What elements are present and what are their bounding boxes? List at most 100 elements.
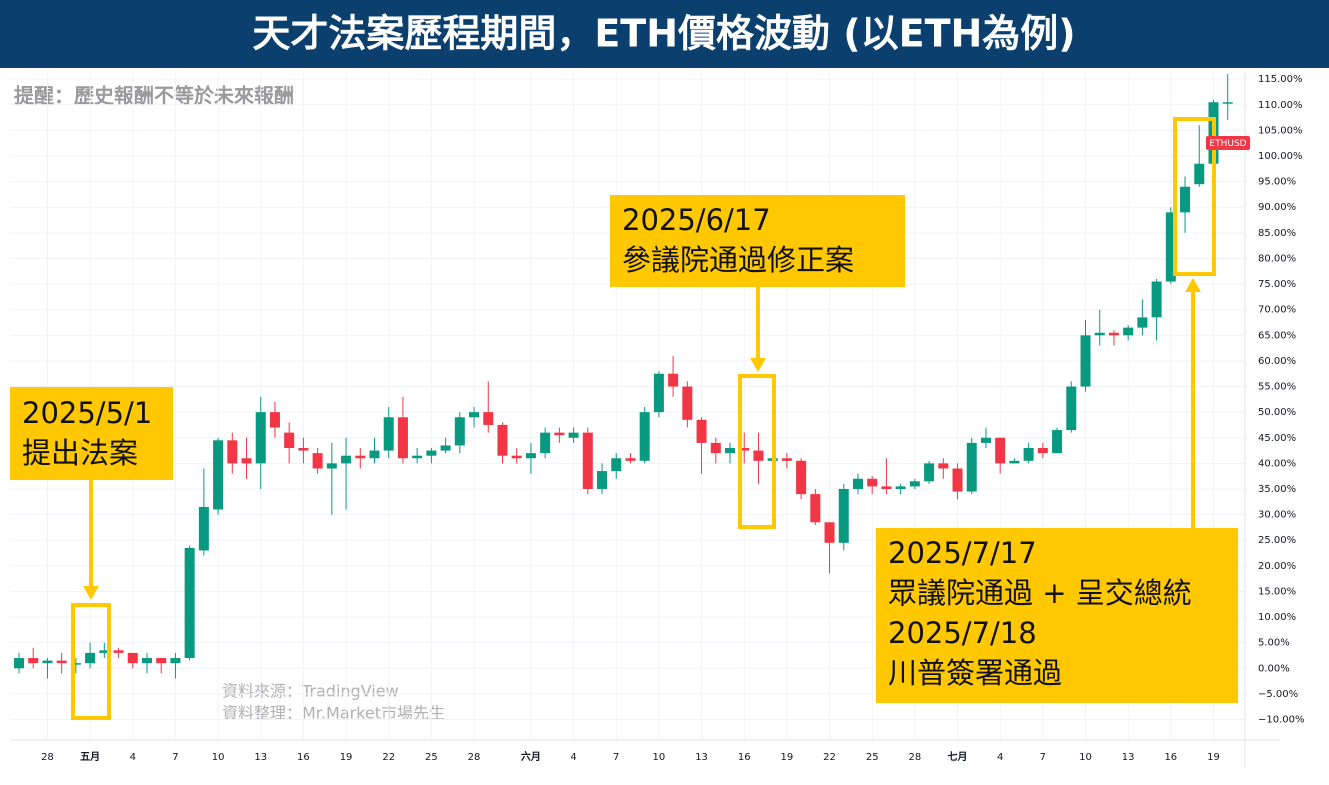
- candle-body: [725, 448, 735, 454]
- candle-body: [1151, 281, 1162, 318]
- chart-title: 天才法案歷程期間，ETH價格波動 (以ETH為例): [252, 12, 1075, 56]
- x-tick-label: 16: [297, 752, 310, 763]
- candle-body: [1066, 386, 1077, 431]
- candle-body: [867, 478, 878, 487]
- candle-body: [341, 455, 352, 464]
- y-tick-label: 35.00%: [1258, 484, 1296, 495]
- candle-body: [881, 486, 892, 489]
- y-tick-label: 55.00%: [1258, 382, 1296, 393]
- x-tick-label: 22: [823, 752, 836, 763]
- candle-body: [1023, 448, 1034, 461]
- x-tick-label: 七月: [948, 750, 968, 763]
- candle-body: [781, 458, 792, 461]
- y-tick-label: 95.00%: [1258, 177, 1296, 188]
- candle-body: [298, 448, 309, 451]
- candle-body: [924, 463, 935, 482]
- x-tick-label: 4: [997, 752, 1003, 763]
- candle-body: [483, 412, 494, 425]
- candle-body: [568, 432, 579, 438]
- x-tick-label: 28: [908, 752, 921, 763]
- candle-body: [213, 440, 224, 510]
- candle-body: [753, 450, 764, 461]
- y-tick-label: 5.00%: [1258, 638, 1290, 649]
- y-tick-label: 115.00%: [1258, 74, 1303, 85]
- annotation-text: 2025/7/17: [888, 536, 1037, 570]
- y-tick-label: 45.00%: [1258, 433, 1296, 444]
- y-tick-label: 30.00%: [1258, 510, 1296, 521]
- candle-body: [668, 373, 679, 387]
- candle-body: [682, 386, 693, 420]
- y-tick-label: 100.00%: [1258, 151, 1303, 162]
- x-tick-label: 10: [1079, 752, 1092, 763]
- candle-body: [909, 481, 920, 487]
- candle-body: [1037, 448, 1048, 454]
- candle-body: [824, 522, 835, 543]
- annotation-text: 2025/5/1: [22, 396, 152, 430]
- candle-body: [525, 453, 536, 459]
- annotation-box: [876, 528, 1238, 703]
- y-tick-label: 20.00%: [1258, 561, 1296, 572]
- annotation-text: 2025/6/17: [622, 203, 771, 237]
- candle-body: [1165, 212, 1176, 282]
- y-tick-label: −5.00%: [1258, 689, 1298, 700]
- x-tick-label: 13: [1122, 752, 1135, 763]
- highlight-box: [738, 374, 776, 529]
- candle-body: [511, 455, 522, 459]
- candle-body: [1080, 335, 1091, 387]
- annotation-box: [10, 387, 173, 480]
- candle-body: [28, 658, 39, 664]
- x-tick-label: 19: [340, 752, 353, 763]
- candle-body: [14, 658, 24, 669]
- x-tick-label: 7: [172, 752, 178, 763]
- y-tick-label: 75.00%: [1258, 279, 1296, 290]
- x-tick-label: 28: [41, 752, 54, 763]
- x-tick-label: 25: [425, 752, 438, 763]
- candle-body: [99, 650, 110, 653]
- x-tick-label: 4: [130, 752, 136, 763]
- y-tick-label: 40.00%: [1258, 458, 1296, 469]
- x-tick-label: 28: [468, 752, 481, 763]
- candle-body: [497, 424, 508, 456]
- candle-body: [198, 506, 209, 551]
- source: 資料來源：TradingView: [222, 682, 399, 701]
- candle-body: [70, 663, 81, 665]
- x-tick-label: 16: [1164, 752, 1177, 763]
- x-tick-label: 16: [738, 752, 751, 763]
- candle-body: [895, 486, 906, 489]
- arrow-head: [750, 358, 766, 372]
- x-tick-label: 五月: [80, 751, 100, 763]
- candle-body: [397, 417, 408, 459]
- x-tick-label: 19: [781, 752, 794, 763]
- candle-body: [838, 488, 849, 543]
- candle-body: [184, 547, 195, 659]
- x-tick-label: 六月: [521, 750, 541, 763]
- x-tick-label: 19: [1207, 752, 1220, 763]
- candle-body: [739, 448, 750, 451]
- x-tick-label: 4: [570, 752, 576, 763]
- candle-body: [625, 458, 636, 461]
- y-tick-label: 80.00%: [1258, 253, 1296, 264]
- candle-body: [810, 494, 821, 523]
- y-tick-label: 60.00%: [1258, 356, 1296, 367]
- annotation-box: [610, 195, 905, 287]
- y-tick-label: 65.00%: [1258, 330, 1296, 341]
- candle-body: [554, 432, 565, 436]
- y-tick-label: −10.00%: [1258, 715, 1305, 726]
- highlight-box: [1173, 117, 1216, 276]
- annotation-text: 提出法案: [22, 436, 138, 470]
- candle-body: [582, 432, 593, 489]
- candle-body: [156, 658, 167, 664]
- candle-body: [113, 650, 124, 653]
- candle-body: [852, 478, 863, 489]
- candle-body: [227, 440, 238, 464]
- candle-body: [1052, 430, 1063, 454]
- annotation-text: 參議院通過修正案: [622, 243, 854, 277]
- candle-body: [611, 458, 622, 472]
- candle-body: [56, 660, 67, 664]
- candle-body: [966, 442, 977, 492]
- candle-body: [284, 432, 295, 449]
- annotation-text: 2025/7/18: [888, 616, 1037, 650]
- candle-body: [952, 468, 963, 492]
- annotation-text: 川普簽署通過: [888, 656, 1062, 690]
- candle-body: [42, 660, 53, 664]
